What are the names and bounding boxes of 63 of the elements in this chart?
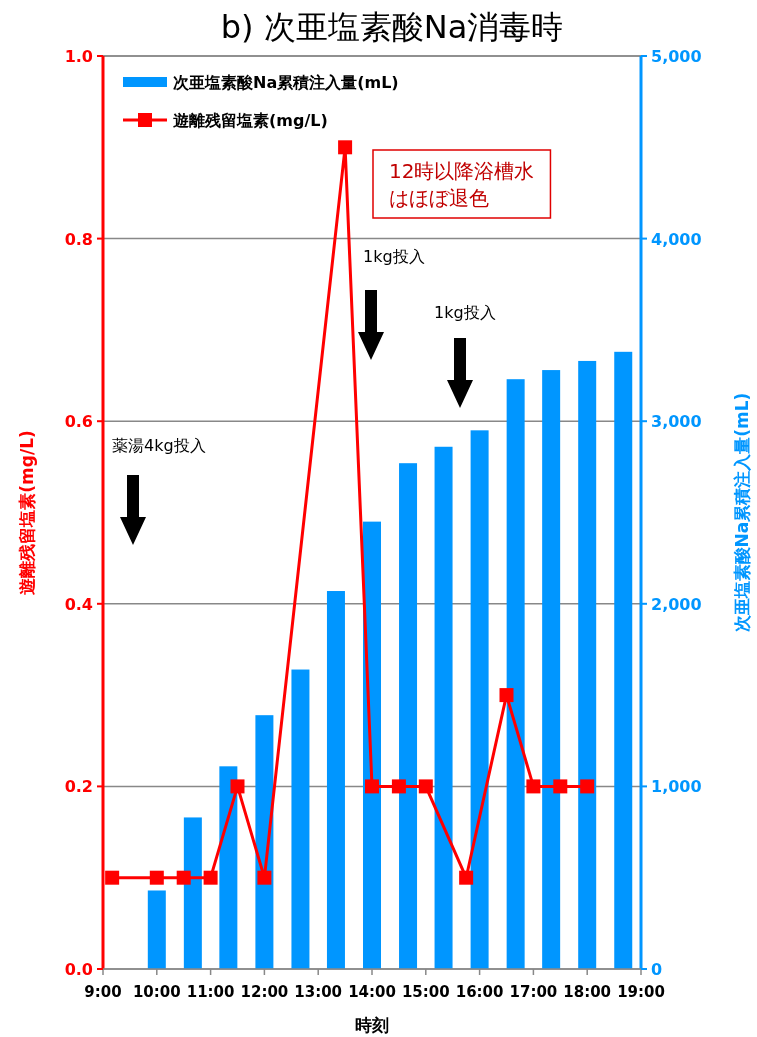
annotation: 薬湯4kg投入: [112, 436, 206, 455]
y2-tick-label: 5,000: [651, 47, 702, 66]
bar: [470, 430, 489, 969]
y2-tick-label: 1,000: [651, 777, 702, 797]
x-tick-label: 9:00: [84, 983, 122, 1001]
point: [526, 779, 541, 794]
point: [553, 779, 568, 794]
x-tick-label: 11:00: [186, 983, 235, 1001]
point: [459, 870, 474, 885]
bar: [578, 360, 597, 969]
bar: [399, 463, 418, 969]
y-tick-label: 0.8: [64, 229, 93, 249]
bar: [291, 669, 310, 969]
bar: [219, 766, 238, 969]
x-tick-label: 18:00: [563, 983, 612, 1001]
y2-axis-title: 次亜塩素酸Na累積注入量(mL): [732, 392, 752, 633]
bar: [506, 379, 525, 969]
point: [365, 779, 379, 794]
chart-title: b) 次亜塩素酸Na消毒時: [220, 8, 564, 46]
y-tick-label: 0.6: [64, 412, 93, 432]
x-tick-label: 10:00: [132, 983, 181, 1001]
bar: [183, 817, 202, 969]
bar: [614, 351, 633, 969]
bar: [434, 446, 453, 969]
x-tick-label: 12:00: [240, 983, 289, 1001]
point: [203, 870, 218, 885]
point: [338, 140, 353, 155]
legend-label: 遊離残留塩素(mg/L): [173, 111, 328, 130]
bar: [542, 370, 561, 969]
y-tick-label: 0.4: [64, 594, 93, 614]
y-axis-title: 遊離残留塩素(mg/L): [17, 430, 37, 595]
point: [418, 779, 433, 794]
bar: [326, 591, 345, 969]
point: [149, 870, 164, 885]
annotation: 1kg投入: [363, 247, 425, 266]
point: [499, 688, 514, 703]
y-tick-label: 1.0: [64, 47, 93, 66]
x-tick-label: 17:00: [509, 983, 558, 1001]
x-tick-label: 14:00: [348, 983, 396, 1001]
point: [230, 779, 245, 794]
y2-tick-label: 3,000: [651, 412, 702, 432]
annotation: はほぼ退色: [389, 186, 489, 210]
point: [105, 870, 120, 885]
x-tick-label: 13:00: [294, 983, 343, 1001]
point: [257, 870, 272, 885]
y2-tick-label: 0: [651, 960, 663, 979]
x-tick-label: 16:00: [455, 983, 504, 1001]
point: [391, 779, 406, 794]
annotation: 1kg投入: [434, 303, 496, 322]
y-tick-label: 0.0: [64, 960, 93, 979]
x-tick-label: 15:00: [401, 983, 450, 1001]
x-tick-label: 19:00: [617, 983, 665, 1001]
bar: [147, 890, 166, 969]
x-axis-title: 時刻: [355, 1015, 389, 1035]
annotation: 12時以降浴槽水: [389, 159, 535, 183]
note-box: 12時以降浴槽水 はほぼ退色: [372, 149, 552, 219]
bar: [363, 521, 381, 969]
y2-tick-label: 2,000: [651, 594, 702, 614]
point: [176, 870, 191, 885]
legend-label: 次亜塩素酸Na累積注入量(mL): [173, 73, 399, 92]
point: [580, 779, 595, 794]
y2-tick-label: 4,000: [651, 229, 702, 249]
y-tick-label: 0.2: [64, 777, 93, 797]
